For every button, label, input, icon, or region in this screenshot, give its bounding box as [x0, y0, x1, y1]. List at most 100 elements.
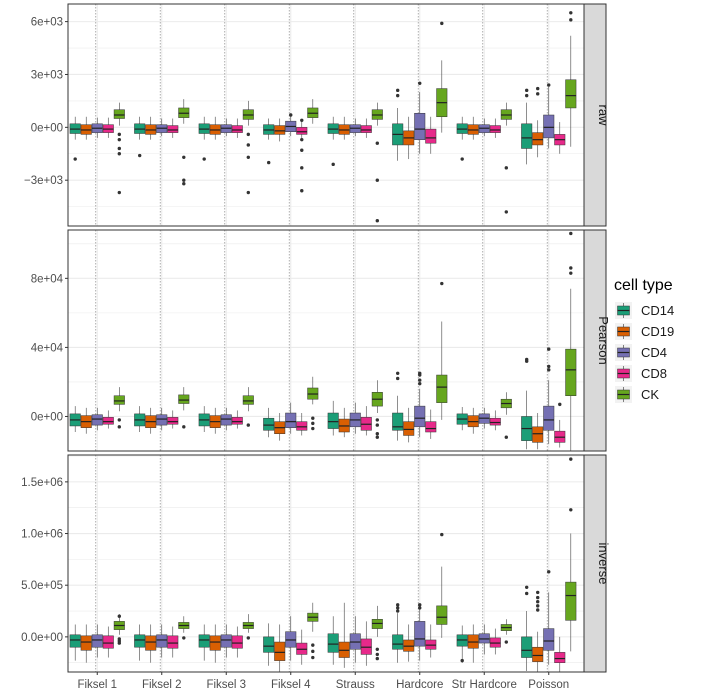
outlier-point	[396, 609, 400, 613]
outlier-point	[117, 137, 122, 142]
outlier-point	[117, 418, 122, 422]
box-Pearson-fiksel-1-ck	[113, 387, 125, 429]
outlier-point	[311, 643, 315, 647]
box-body	[360, 125, 372, 133]
box-inverse-fiksel-4-cd8	[296, 629, 308, 665]
panel-background	[68, 4, 584, 226]
box-inverse-fiksel-2-cd19	[145, 624, 157, 663]
outlier-point	[504, 166, 508, 170]
outlier-point	[182, 636, 186, 640]
box-raw-str-hardcore-cd8	[489, 118, 501, 138]
box-raw-strauss-cd19	[338, 116, 350, 140]
box-Pearson-fiksel-1-cd4	[91, 407, 103, 431]
box-Pearson-fiksel-2-cd8	[167, 410, 179, 429]
box-Pearson-fiksel-4-ck	[307, 376, 319, 431]
y-tick-label: 1.0e+06	[21, 529, 63, 541]
box-body	[554, 652, 566, 663]
box-inverse-fiksel-3-cd19	[209, 624, 221, 663]
box-Pearson-strauss-cd14	[327, 400, 339, 436]
outlier-point	[396, 603, 400, 607]
outlier-point	[300, 189, 304, 193]
outlier-point	[73, 157, 77, 161]
outlier-point	[117, 132, 122, 137]
box-body	[532, 132, 544, 146]
outlier-point	[375, 647, 379, 651]
box-Pearson-fiksel-1-cd8	[102, 410, 114, 429]
box-body	[296, 421, 308, 431]
outlier-point	[375, 435, 379, 439]
outlier-point	[117, 614, 122, 618]
box-raw-str-hardcore-cd19	[467, 116, 479, 140]
legend-label: CD8	[641, 366, 667, 381]
outlier-point	[117, 637, 122, 641]
box-raw-str-hardcore-cd14	[456, 116, 468, 161]
outlier-point	[246, 155, 250, 159]
outlier-point	[569, 231, 573, 236]
box-raw-fiksel-2-ck	[178, 99, 190, 186]
y-tick-label: 8e+04	[31, 273, 64, 285]
box-body	[91, 414, 103, 426]
outlier-point	[536, 608, 540, 612]
outlier-point	[418, 603, 422, 607]
box-inverse-fiksel-4-ck	[307, 602, 319, 660]
box-inverse-strauss-cd14	[327, 616, 339, 665]
outlier-point	[460, 658, 464, 663]
box-body	[403, 421, 415, 436]
box-raw-poisson-cd19	[532, 86, 544, 158]
box-body	[167, 125, 179, 133]
outlier-point	[246, 190, 250, 195]
outlier-point	[182, 182, 186, 186]
y-tick-label: 6e+03	[31, 17, 63, 29]
box-body	[327, 633, 339, 653]
box-inverse-fiksel-3-cd4	[220, 624, 232, 658]
box-Pearson-fiksel-2-cd14	[134, 406, 146, 433]
outlier-point	[547, 364, 551, 369]
box-body	[220, 634, 232, 648]
box-inverse-poisson-cd14	[521, 585, 533, 671]
outlier-point	[396, 371, 400, 376]
outlier-point	[202, 157, 206, 161]
box-raw-fiksel-1-cd14	[69, 116, 81, 161]
box-raw-fiksel-4-cd4	[285, 113, 297, 137]
legend-label: CD14	[641, 303, 674, 318]
box-body	[392, 412, 404, 431]
outlier-point	[396, 93, 400, 98]
box-inverse-strauss-cd19	[338, 602, 350, 668]
x-axis: Fiksel 1 Fiksel 2 Fiksel 3 Fiksel 4 Strauss H…	[77, 672, 569, 691]
outlier-point	[375, 141, 379, 145]
box-Pearson-fiksel-4-cd8	[296, 413, 308, 436]
legend-label: CD4	[641, 345, 667, 360]
outlier-point	[569, 18, 573, 22]
outlier-point	[300, 148, 304, 152]
box-body	[532, 426, 544, 443]
box-body	[274, 641, 286, 661]
box-inverse-fiksel-2-cd14	[134, 624, 146, 661]
outlier-point	[117, 425, 122, 429]
panel-raw: −3e+03 0e+00 3e+03 6e+03 raw	[24, 3, 611, 227]
outlier-point	[117, 190, 122, 195]
box-inverse-fiksel-1-cd8	[102, 626, 114, 658]
box-body	[425, 128, 437, 144]
outlier-point	[375, 423, 379, 427]
box-body	[414, 621, 426, 647]
box-body	[167, 635, 179, 649]
legend-item-cd14: CD14	[615, 302, 674, 319]
box-Pearson-str-hardcore-cd19	[467, 407, 479, 434]
box-inverse-fiksel-3-ck	[242, 614, 254, 640]
outlier-point	[440, 532, 444, 537]
outlier-point	[525, 591, 529, 596]
outlier-point	[375, 219, 379, 223]
box-raw-fiksel-1-cd19	[80, 116, 92, 140]
outlier-point	[311, 416, 315, 420]
legend-title: cell type	[614, 277, 673, 294]
box-body	[80, 635, 92, 651]
outlier-point	[569, 266, 573, 270]
box-inverse-fiksel-2-ck	[178, 616, 190, 640]
box-Pearson-fiksel-3-ck	[242, 387, 254, 427]
box-raw-poisson-cd14	[521, 88, 533, 165]
box-Pearson-poisson-cd19	[532, 413, 544, 450]
box-raw-poisson-cd8	[554, 122, 566, 154]
box-raw-fiksel-3-cd4	[220, 118, 232, 137]
box-Pearson-fiksel-3-cd4	[220, 407, 232, 431]
